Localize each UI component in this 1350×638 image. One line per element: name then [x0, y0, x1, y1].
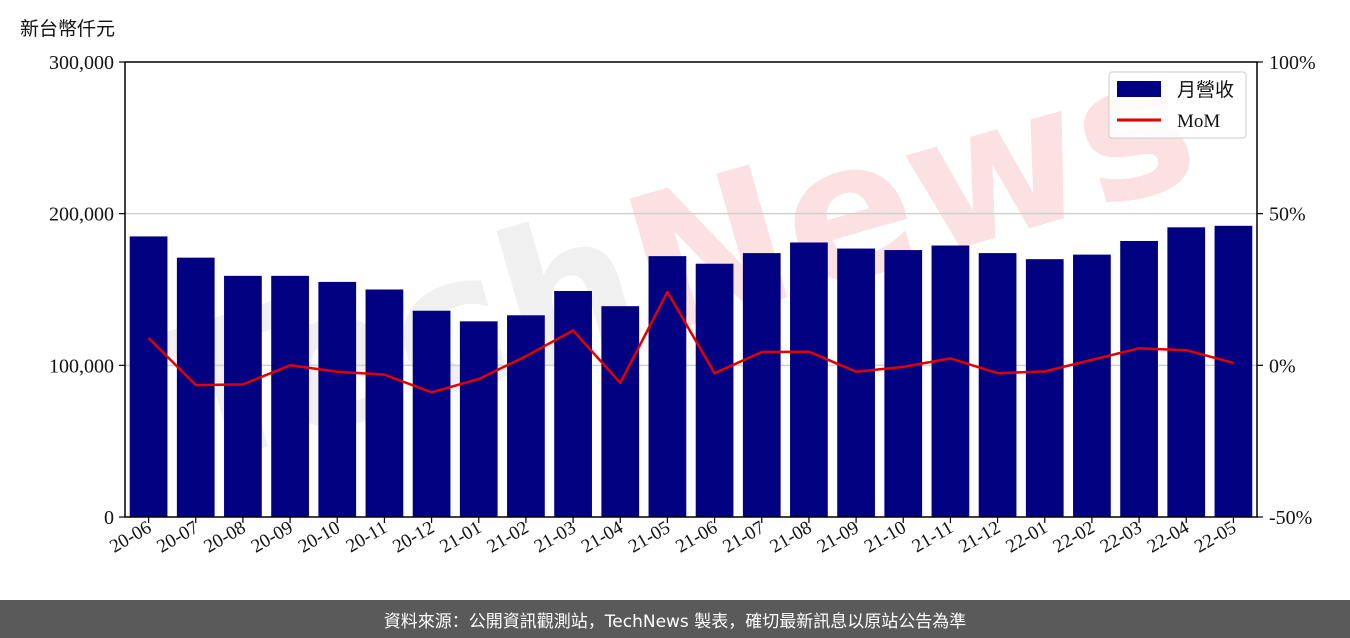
bar-21-04	[601, 306, 640, 517]
x-tick-label: 20-10	[295, 517, 344, 557]
bar-21-09	[837, 248, 875, 518]
plot-frame	[124, 61, 1258, 518]
bar-22-03	[1120, 240, 1158, 517]
source-footer: 資料來源：公開資訊觀測站，TechNews 製表，確切最新訊息以原站公告為準	[0, 600, 1350, 638]
bar-21-01	[459, 321, 498, 517]
x-tick-label: 21-05	[625, 517, 674, 557]
x-tick-label: 21-10	[861, 517, 910, 557]
x-tick-label: 20-11	[343, 517, 391, 557]
x-tick-label: 20-12	[389, 517, 438, 557]
footer-text: 資料來源：公開資訊觀測站，TechNews 製表，確切最新訊息以原站公告為準	[383, 611, 967, 632]
bar-20-06	[129, 236, 168, 517]
legend-label-revenue: 月營收	[1177, 79, 1234, 101]
x-tick-label: 22-02	[1050, 517, 1099, 557]
bar-21-10	[884, 250, 923, 518]
x-tick-label: 21-08	[767, 517, 816, 557]
x-tick-label: 21-02	[484, 517, 533, 557]
x-tick-label: 21-09	[814, 517, 863, 557]
bar-22-01	[1025, 259, 1064, 517]
bar-22-02	[1073, 254, 1111, 517]
x-tick-label: 20-07	[153, 517, 202, 557]
bar-21-03	[554, 291, 592, 517]
legend-label-mom: MoM	[1177, 111, 1220, 132]
x-tick-label: 21-11	[909, 517, 957, 557]
x-tick-label: 20-09	[248, 517, 297, 557]
revenue-chart: 0100,000200,000300,000-50%0%50%100%20-06…	[49, 52, 1316, 557]
legend-swatch-revenue	[1117, 81, 1161, 97]
bar-20-09	[271, 275, 309, 517]
right-tick-label: 100%	[1269, 52, 1316, 74]
bar-21-06	[695, 263, 734, 517]
right-tick-label: 50%	[1269, 204, 1306, 226]
bar-22-04	[1167, 227, 1206, 518]
left-tick-label: 300,000	[49, 52, 114, 74]
x-tick-label: 20-08	[201, 517, 250, 557]
bar-21-07	[742, 253, 781, 517]
x-tick-label: 21-06	[672, 517, 721, 557]
bar-20-10	[318, 281, 357, 517]
right-tick-label: 0%	[1269, 355, 1296, 377]
bar-21-11	[931, 245, 970, 517]
bar-20-12	[412, 310, 451, 517]
bar-21-05	[648, 256, 687, 517]
x-tick-label: 21-01	[436, 517, 485, 557]
bar-20-11	[365, 289, 404, 517]
bar-21-08	[790, 242, 828, 517]
left-axis-unit-label: 新台幣仟元	[20, 18, 116, 40]
bar-21-02	[507, 315, 545, 517]
x-tick-label: 22-03	[1097, 517, 1146, 557]
bar-20-07	[176, 257, 215, 517]
bar-21-12	[978, 253, 1017, 517]
left-tick-label: 200,000	[49, 204, 114, 226]
mom-line	[147, 290, 1234, 394]
right-tick-label: -50%	[1269, 507, 1312, 529]
x-tick-label: 22-05	[1191, 517, 1240, 557]
x-tick-label: 21-12	[955, 517, 1004, 557]
bar-22-05	[1214, 225, 1253, 518]
x-tick-label: 22-01	[1002, 517, 1051, 557]
left-tick-label: 0	[104, 507, 114, 529]
bar-20-08	[224, 275, 262, 517]
x-tick-label: 21-07	[719, 517, 768, 557]
x-tick-label: 21-03	[531, 517, 580, 557]
left-tick-label: 100,000	[49, 355, 114, 377]
